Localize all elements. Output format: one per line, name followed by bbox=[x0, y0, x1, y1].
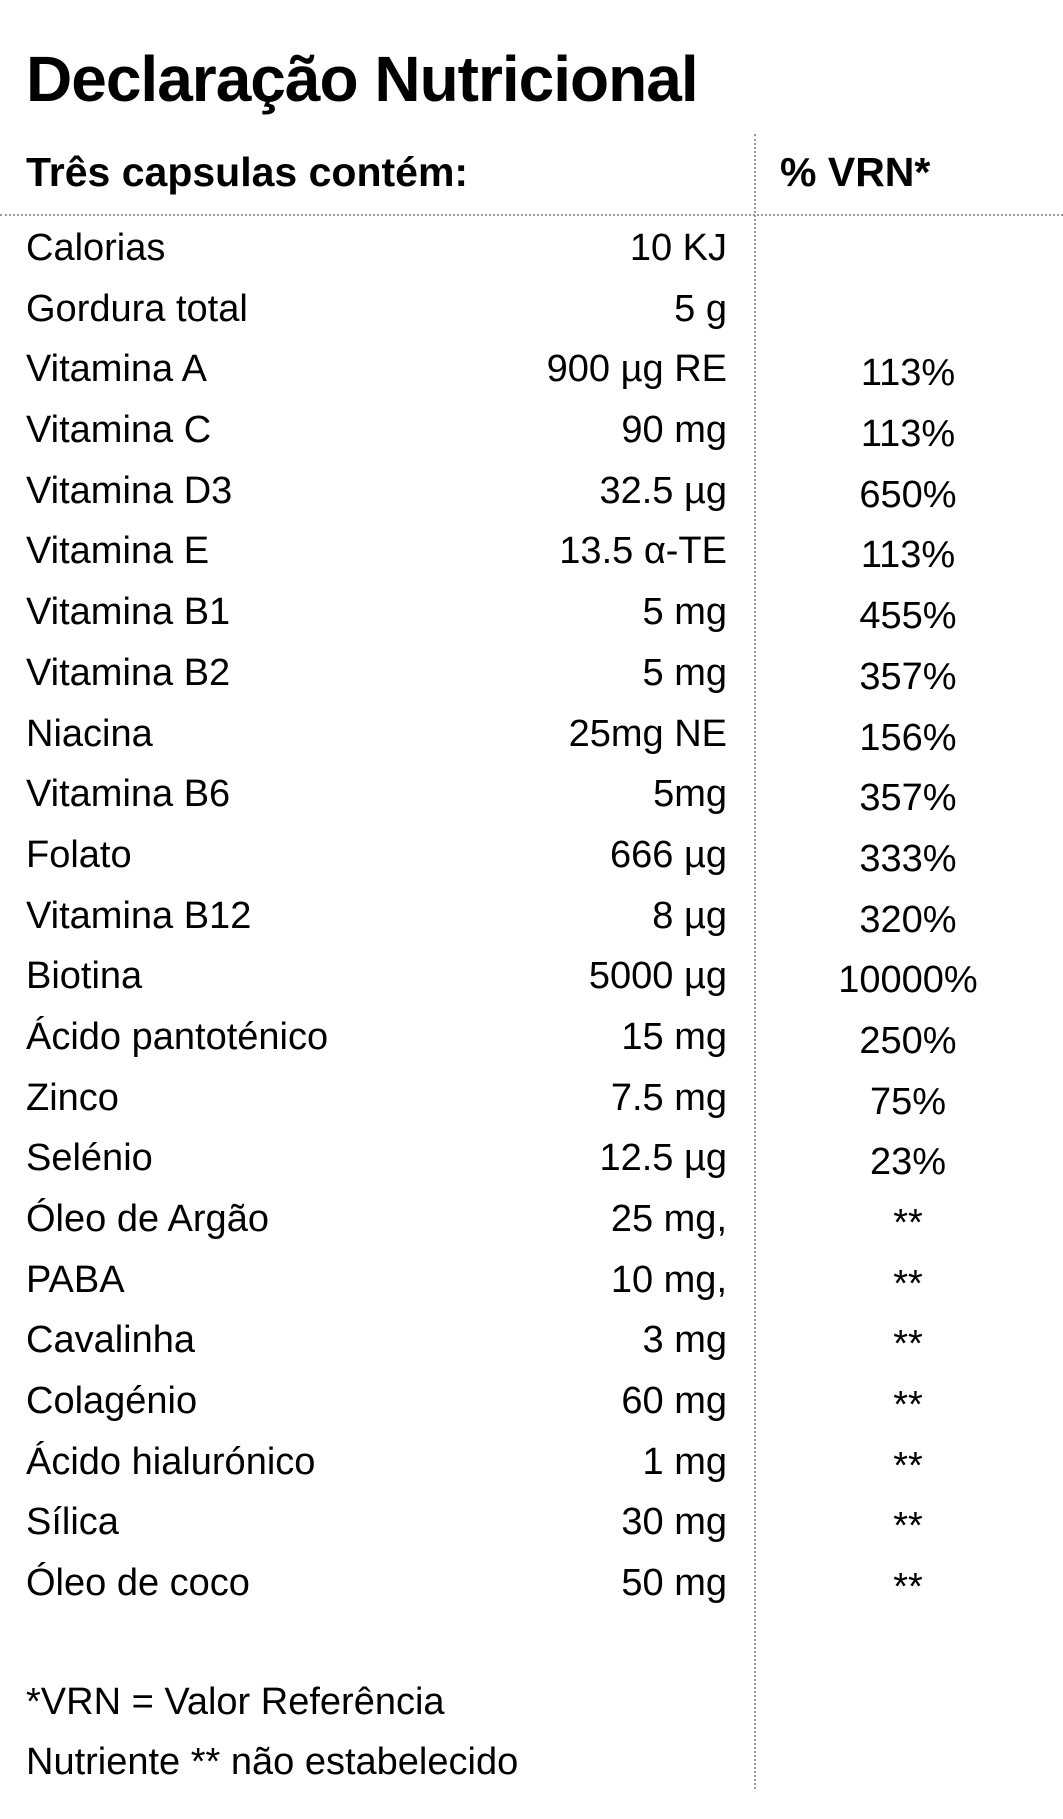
nutrient-vrn: 10000% bbox=[838, 959, 978, 1002]
nutrient-amount: 25mg NE bbox=[568, 712, 727, 755]
nutrient-amount: 8 µg bbox=[652, 894, 727, 937]
nutrient-amount: 5 mg bbox=[642, 591, 727, 634]
nutrient-vrn: 357% bbox=[859, 777, 957, 820]
nutrient-name: Colagénio bbox=[26, 1380, 198, 1423]
nutrient-amount: 32.5 µg bbox=[599, 469, 727, 512]
table-row: Selénio 12.5 µg 23% bbox=[0, 1128, 1063, 1189]
nutrient-name: PABA bbox=[26, 1258, 125, 1301]
nutrient-vrn: 333% bbox=[859, 837, 957, 880]
table-row: Vitamina C 90 mg 113% bbox=[0, 400, 1063, 461]
nutrient-name: Cavalinha bbox=[26, 1319, 195, 1362]
nutrient-amount: 15 mg bbox=[621, 1015, 727, 1058]
nutrient-vrn: 156% bbox=[859, 716, 957, 759]
nutrient-vrn: ** bbox=[893, 1505, 923, 1548]
nutrient-name: Ácido hialurónico bbox=[26, 1440, 316, 1483]
nutrient-name: Biotina bbox=[26, 955, 143, 998]
table-row: PABA 10 mg, ** bbox=[0, 1250, 1063, 1311]
table-row: Vitamina B2 5 mg 357% bbox=[0, 643, 1063, 704]
table-row: Calorias 10 KJ bbox=[0, 218, 1063, 279]
column-header-amount: Três capsulas contém: bbox=[26, 149, 469, 195]
table-row: Vitamina B6 5mg 357% bbox=[0, 764, 1063, 825]
nutrient-vrn: ** bbox=[893, 1202, 923, 1244]
nutrient-amount: 50 mg bbox=[621, 1562, 727, 1605]
nutrient-amount: 7.5 mg bbox=[610, 1076, 727, 1119]
nutrient-name: Óleo de coco bbox=[26, 1562, 250, 1605]
nutrient-amount: 30 mg bbox=[621, 1501, 727, 1544]
nutrient-amount: 5 g bbox=[674, 287, 727, 330]
nutrient-amount: 5000 µg bbox=[588, 955, 727, 998]
nutrient-name: Vitamina C bbox=[26, 409, 212, 452]
nutrient-name: Vitamina B6 bbox=[26, 773, 231, 816]
nutrient-vrn: 650% bbox=[859, 473, 957, 516]
nutrient-name: Calorias bbox=[26, 227, 166, 269]
table-row: Vitamina E 13.5 α-TE 113% bbox=[0, 521, 1063, 582]
table-row: Sílica 30 mg ** bbox=[0, 1492, 1063, 1553]
nutrient-vrn: 23% bbox=[869, 1141, 947, 1184]
nutrient-amount: 25 mg, bbox=[610, 1198, 727, 1240]
table-row: Vitamina A 900 µg RE 113% bbox=[0, 339, 1063, 400]
nutrient-name: Sílica bbox=[26, 1501, 119, 1544]
table-row: Cavalinha 3 mg ** bbox=[0, 1310, 1063, 1371]
nutrient-name: Vitamina A bbox=[26, 348, 207, 391]
table-row: Vitamina B1 5 mg 455% bbox=[0, 582, 1063, 643]
table-row: Niacina 25mg NE 156% bbox=[0, 704, 1063, 765]
nutrient-vrn: 113% bbox=[860, 413, 956, 456]
nutrient-name: Gordura total bbox=[26, 287, 248, 330]
nutrient-vrn: 75% bbox=[869, 1080, 947, 1123]
table-row: Zinco 7.5 mg 75% bbox=[0, 1068, 1063, 1129]
table-row: Ácido hialurónico 1 mg ** bbox=[0, 1432, 1063, 1493]
table-row: Vitamina D3 32.5 µg 650% bbox=[0, 461, 1063, 522]
nutrient-name: Ácido pantoténico bbox=[26, 1015, 329, 1058]
nutrient-vrn: 455% bbox=[859, 595, 957, 638]
nutrient-amount: 666 µg bbox=[610, 833, 727, 876]
nutrient-name: Vitamina B1 bbox=[26, 591, 231, 634]
nutrient-amount: 90 mg bbox=[621, 409, 727, 452]
table-row: Folato 666 µg 333% bbox=[0, 825, 1063, 886]
nutrient-vrn: 113% bbox=[860, 534, 956, 577]
nutrient-name: Vitamina D3 bbox=[26, 469, 233, 512]
table-row: Óleo de coco 50 mg ** bbox=[0, 1553, 1063, 1614]
nutrient-name: Niacina bbox=[26, 712, 153, 755]
table-row: Vitamina B12 8 µg 320% bbox=[0, 886, 1063, 947]
nutrient-amount: 13.5 α-TE bbox=[559, 530, 727, 573]
nutrient-vrn: ** bbox=[893, 1323, 923, 1366]
nutrient-vrn: 250% bbox=[859, 1019, 957, 1062]
nutrient-amount: 12.5 µg bbox=[599, 1137, 727, 1180]
nutrient-amount: 60 mg bbox=[621, 1380, 727, 1423]
nutrient-amount: 10 KJ bbox=[629, 227, 727, 269]
nutrient-amount: 10 mg, bbox=[610, 1258, 727, 1301]
nutrient-name: Zinco bbox=[26, 1076, 119, 1119]
footnote-vrn: *VRN = Valor Referência bbox=[26, 1681, 445, 1723]
nutrient-vrn: 357% bbox=[859, 655, 957, 698]
nutrient-name: Folato bbox=[26, 833, 132, 876]
nutrient-name: Selénio bbox=[26, 1137, 153, 1180]
nutrient-amount: 1 mg bbox=[642, 1440, 727, 1483]
column-header-vrn: % VRN* bbox=[780, 149, 931, 195]
nutrient-amount: 900 µg RE bbox=[546, 348, 727, 391]
nutrient-amount: 3 mg bbox=[642, 1319, 727, 1362]
nutrient-vrn: ** bbox=[893, 1444, 923, 1487]
nutrient-amount: 5 mg bbox=[642, 651, 727, 694]
nutrient-vrn: 320% bbox=[859, 898, 957, 941]
nutrient-name: Vitamina B12 bbox=[26, 894, 252, 937]
table-row: Colagénio 60 mg ** bbox=[0, 1371, 1063, 1432]
nutrient-name: Vitamina E bbox=[26, 530, 210, 573]
table-row: Gordura total 5 g bbox=[0, 279, 1063, 340]
column-divider bbox=[754, 134, 756, 1789]
page-title: Declaração Nutricional bbox=[26, 43, 699, 115]
header-divider bbox=[0, 214, 1063, 216]
table-row: Óleo de Argão 25 mg, ** bbox=[0, 1189, 1063, 1250]
nutrient-vrn: ** bbox=[893, 1384, 923, 1427]
nutrient-name: Óleo de Argão bbox=[26, 1198, 269, 1240]
table-row: Ácido pantoténico 15 mg 250% bbox=[0, 1007, 1063, 1068]
nutrient-vrn: 113% bbox=[860, 352, 956, 395]
nutrient-name: Vitamina B2 bbox=[26, 651, 231, 694]
nutrient-vrn: ** bbox=[893, 1566, 923, 1609]
nutrient-amount: 5mg bbox=[653, 773, 727, 816]
nutrition-table: Calorias 10 KJ Gordura total 5 g Vitamina A 9… bbox=[0, 218, 1063, 1614]
table-row: Biotina 5000 µg 10000% bbox=[0, 946, 1063, 1007]
footnote-not-established: Nutriente ** não estabelecido bbox=[26, 1741, 519, 1783]
nutrient-vrn: ** bbox=[893, 1262, 923, 1305]
